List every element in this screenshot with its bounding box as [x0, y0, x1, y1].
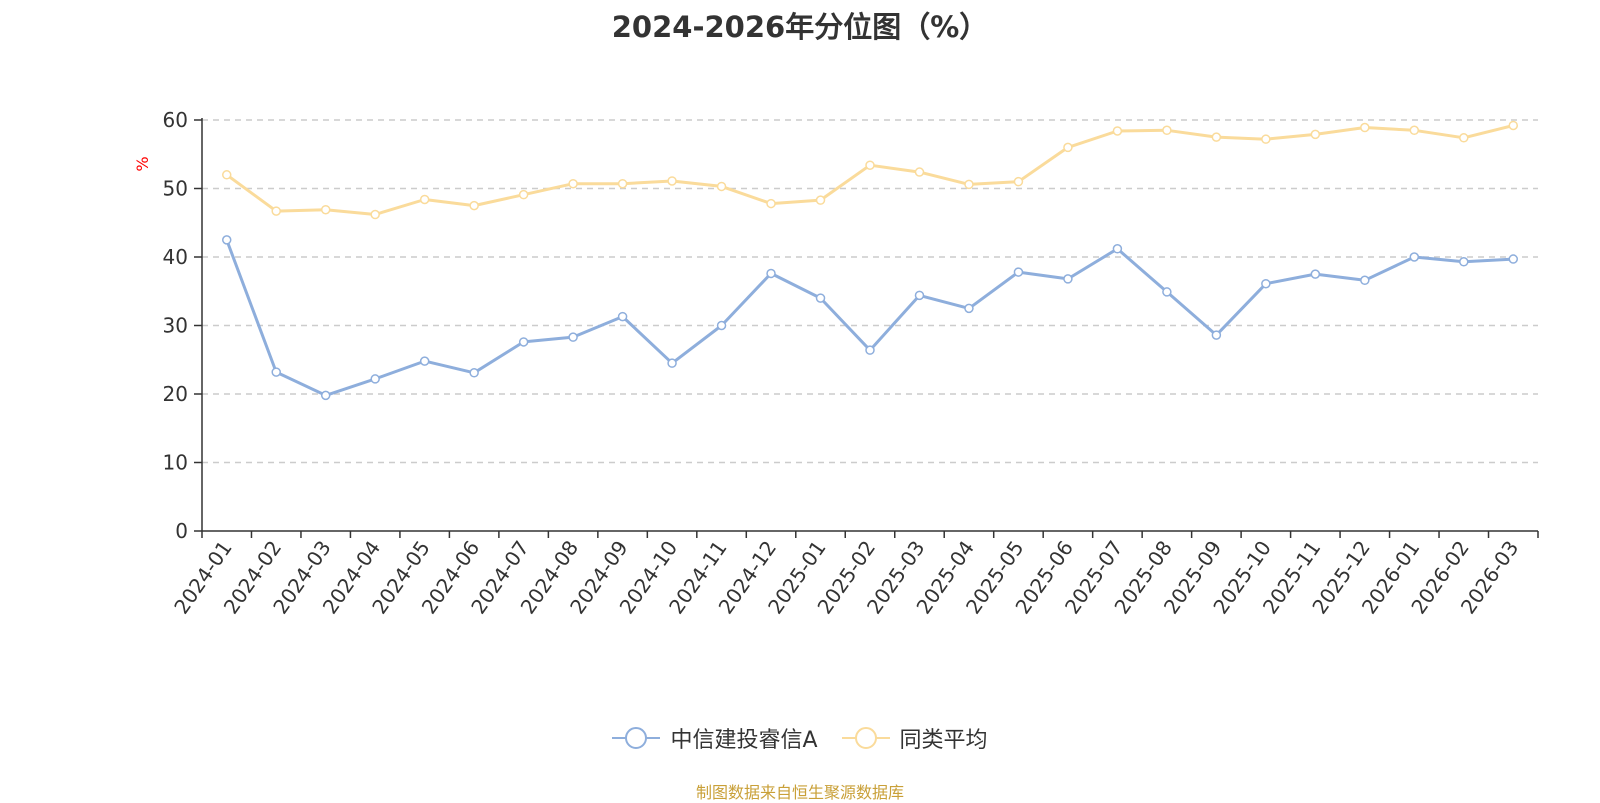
data-point-series-1: [1112, 244, 1123, 254]
data-point-series-2: [766, 198, 776, 209]
data-point-series-2: [716, 181, 727, 192]
legend-item-series-1[interactable]: 中信建投睿信A: [612, 722, 818, 754]
line-chart: 0 10 20 30 40 50 60 2024-012024-022024-032024-…: [133, 108, 1539, 618]
data-point-series-1: [469, 368, 479, 378]
data-point-series-2: [1310, 129, 1321, 140]
y-tick-label: 50: [163, 177, 188, 201]
y-tick-label: 60: [163, 108, 188, 132]
data-point-series-2: [617, 178, 628, 189]
data-point-series-1: [914, 290, 925, 301]
data-point-series-1: [1459, 257, 1469, 267]
data-point-series-2: [1162, 125, 1172, 136]
data-point-series-2: [964, 179, 974, 190]
data-point-series-1: [1508, 254, 1519, 264]
legend-series-2-icon: [841, 727, 890, 749]
legend-item-series-2[interactable]: 同类平均: [841, 722, 988, 754]
data-point-series-2: [1211, 132, 1222, 142]
data-point-series-2: [1112, 126, 1123, 136]
x-axis-ticks: 2024-012024-022024-032024-042024-052024-…: [169, 531, 1539, 618]
y-tick-label: 10: [163, 451, 188, 475]
data-point-series-1: [716, 320, 727, 331]
data-point-series-1: [1013, 267, 1024, 277]
y-axis-ticks: 0 10 20 30 40 50 60: [163, 108, 202, 543]
data-point-series-2: [568, 178, 578, 189]
data-point-series-1: [320, 390, 331, 401]
chart-title: 2024-2026年分位图（%）: [611, 10, 989, 44]
data-point-series-2: [419, 194, 430, 205]
y-tick-label: 0: [175, 519, 188, 543]
legend-series-1-icon: [612, 727, 661, 749]
y-tick-label: 20: [163, 382, 188, 406]
y-tick-label: 30: [163, 314, 188, 338]
data-point-series-2: [914, 167, 925, 177]
data-point-series-2: [518, 189, 529, 200]
data-point-series-2: [370, 209, 380, 220]
data-point-series-1: [964, 303, 974, 314]
data-point-series-2: [1261, 134, 1271, 144]
data-point-series-2: [221, 170, 232, 180]
y-tick-label: 40: [163, 245, 188, 269]
data-point-series-1: [568, 332, 578, 342]
data-point-series-2: [271, 206, 281, 216]
data-point-series-1: [815, 293, 826, 303]
data-point-series-1: [271, 367, 281, 377]
data-point-series-1: [865, 345, 875, 355]
data-point-series-2: [1508, 120, 1519, 131]
data-point-series-1: [1162, 287, 1172, 297]
y-axis-unit-label: %: [133, 156, 152, 171]
legend-label-series-1: 中信建投睿信A: [670, 728, 818, 753]
data-point-series-2: [815, 195, 826, 205]
data-point-series-2: [1063, 142, 1073, 153]
data-point-series-1: [1409, 252, 1420, 262]
data-point-series-1: [1261, 278, 1271, 289]
data-point-series-1: [766, 268, 776, 279]
data-point-series-1: [221, 235, 232, 245]
data-point-series-1: [1360, 275, 1370, 286]
data-point-series-2: [865, 160, 875, 170]
legend-label-series-2: 同类平均: [899, 728, 988, 753]
series-line-1: [225, 239, 1514, 397]
data-point-series-1: [1310, 269, 1321, 279]
data-point-series-1: [370, 374, 380, 384]
series-lines: [221, 120, 1519, 401]
grid-lines: [202, 119, 1538, 464]
data-point-series-1: [617, 311, 628, 322]
data-point-series-1: [667, 358, 677, 368]
data-point-series-2: [1409, 125, 1420, 136]
data-point-series-2: [1360, 122, 1370, 133]
data-point-series-2: [469, 200, 479, 211]
legend: 中信建投睿信A 同类平均: [0, 722, 1600, 754]
axes: [201, 118, 1538, 532]
data-point-series-2: [667, 176, 677, 186]
data-point-series-1: [419, 356, 430, 366]
data-point-series-1: [1063, 274, 1073, 284]
series-line-2: [225, 124, 1514, 216]
data-point-series-1: [1211, 330, 1222, 340]
data-point-series-2: [1013, 176, 1024, 187]
data-point-series-2: [1459, 133, 1469, 143]
data-point-series-1: [518, 337, 529, 347]
data-source-note: 制图数据来自恒生聚源数据库: [695, 783, 904, 802]
data-point-series-2: [320, 204, 331, 215]
